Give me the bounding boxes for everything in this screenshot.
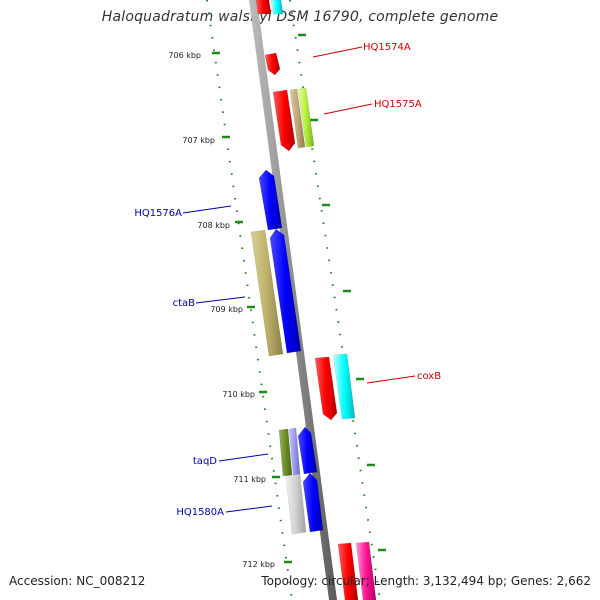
- gene-HQ1575A-tan: [289, 88, 306, 149]
- gene-taqD-olive: [278, 428, 293, 477]
- inner-tick-track: [206, 0, 293, 600]
- gene-HQ1575A-lime: [297, 87, 315, 148]
- gene-top-cyan: [270, 0, 284, 15]
- gene-bottom-red: [337, 542, 359, 600]
- gene-labels: HQ1574A HQ1575A HQ1576A ctaB coxB taqD H…: [134, 42, 441, 518]
- scale-label-706: 706 kbp: [168, 51, 201, 60]
- scale-label-710: 710 kbp: [222, 390, 255, 399]
- reverse-genes: [250, 169, 324, 535]
- gene-top-red: [255, 0, 272, 15]
- scale-labels: 706 kbp 707 kbp 708 kbp 709 kbp 710 kbp …: [168, 51, 275, 569]
- map-title: Haloquadratum walsbyi DSM 16790, complet…: [101, 9, 499, 25]
- gene-HQ1580A-grey: [285, 473, 307, 535]
- gene-HQ1575A-red: [272, 89, 296, 152]
- outer-major-ticks: [298, 33, 386, 552]
- gene-label-HQ1576A: HQ1576A: [134, 208, 182, 219]
- gene-HQ1576A: [258, 169, 283, 231]
- scale-major-ticks: [212, 51, 292, 564]
- gene-label-taqD: taqD: [193, 456, 217, 467]
- forward-genes: [255, 0, 377, 600]
- gene-label-coxB: coxB: [417, 371, 441, 382]
- gene-label-HQ1574A: HQ1574A: [363, 42, 411, 53]
- label-leaders: [182, 46, 416, 513]
- scale-label-709: 709 kbp: [210, 305, 243, 314]
- gene-bottom-pink: [355, 541, 377, 600]
- gene-taqD-blue: [297, 426, 318, 475]
- gene-HQ1574A: [264, 52, 281, 76]
- gene-label-HQ1580A: HQ1580A: [176, 507, 224, 518]
- gene-ctaB-blue: [269, 228, 302, 354]
- accession-text: Accession: NC_008212: [9, 574, 146, 588]
- gene-coxB-red: [314, 356, 338, 421]
- gene-ctaB: [250, 229, 284, 357]
- gene-HQ1580A-blue: [302, 472, 324, 533]
- genome-summary-text: Topology: circular; Length: 3,132,494 bp…: [261, 574, 591, 588]
- scale-label-707: 707 kbp: [182, 136, 215, 145]
- gene-label-HQ1575A: HQ1575A: [374, 99, 422, 110]
- gene-coxB-cyan: [332, 353, 356, 420]
- scale-label-712: 712 kbp: [242, 560, 275, 569]
- gene-label-ctaB: ctaB: [173, 298, 196, 309]
- scale-label-711: 711 kbp: [233, 475, 266, 484]
- scale-label-708: 708 kbp: [197, 221, 230, 230]
